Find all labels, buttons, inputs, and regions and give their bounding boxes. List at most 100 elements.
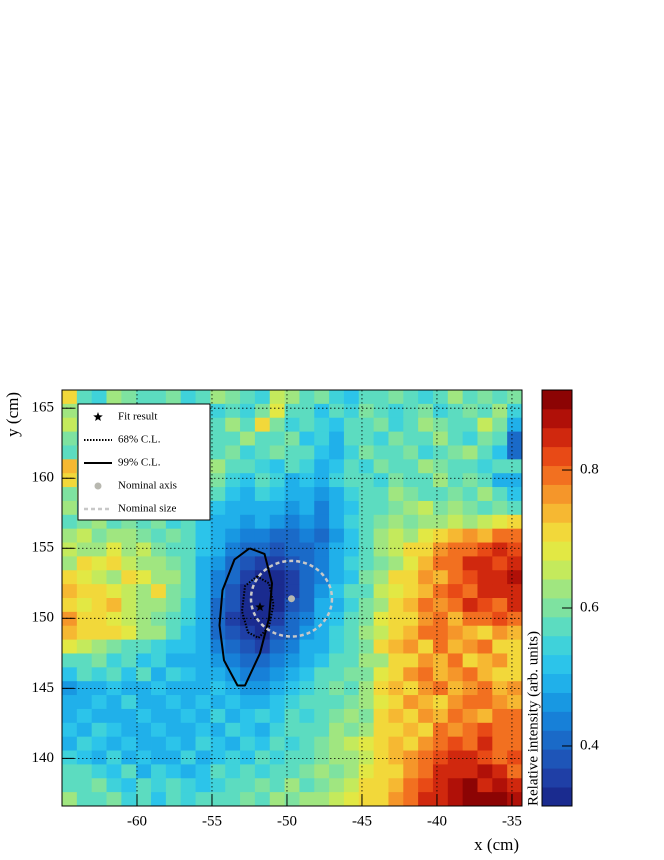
heatmap-cell	[418, 750, 434, 765]
heatmap-cell	[492, 681, 508, 696]
heatmap-cell	[76, 556, 93, 571]
heatmap-cell	[358, 487, 375, 502]
heatmap-cell	[254, 611, 271, 627]
heatmap-cell	[62, 750, 78, 765]
heatmap-cell	[240, 473, 256, 488]
heatmap-cell	[62, 598, 78, 613]
heatmap-cell	[225, 764, 241, 779]
heatmap-cell	[507, 487, 523, 502]
colorbar-swatch	[542, 673, 572, 693]
heatmap-cell	[195, 611, 211, 627]
heatmap-cell	[284, 445, 300, 460]
y-tick-label: 165	[32, 400, 55, 416]
heatmap-cell	[62, 473, 78, 488]
heatmap-cell	[314, 528, 330, 543]
heatmap-cell	[240, 514, 256, 530]
heatmap-cell	[418, 625, 434, 640]
heatmap-cell	[492, 695, 508, 710]
x-tick-label: -60	[127, 813, 147, 829]
legend-label: 99% C.L.	[118, 457, 161, 469]
heatmap-cell	[269, 639, 285, 654]
heatmap-cell	[403, 611, 419, 627]
heatmap-cell	[507, 445, 523, 460]
heatmap-cell	[314, 417, 330, 432]
heatmap-cell	[269, 459, 285, 474]
heatmap-cell	[240, 403, 256, 419]
heatmap-cell	[418, 639, 434, 654]
heatmap-cell	[91, 778, 107, 793]
heatmap-cell	[210, 764, 226, 779]
heatmap-cell	[388, 403, 404, 419]
colorbar-swatch	[542, 654, 572, 675]
heatmap-cell	[492, 570, 508, 585]
heatmap-cell	[314, 764, 330, 779]
heatmap-cell	[314, 403, 330, 419]
heatmap-cell	[136, 625, 152, 640]
heatmap-cell	[121, 708, 137, 724]
heatmap-cell	[106, 639, 122, 654]
heatmap-cell	[136, 556, 152, 571]
heatmap-cell	[136, 639, 152, 654]
heatmap-cell	[121, 722, 137, 738]
heatmap-cell	[299, 528, 315, 543]
legend-label: 68% C.L.	[118, 434, 161, 446]
heatmap-cell	[477, 500, 493, 516]
heatmap-cell	[418, 736, 434, 751]
heatmap-cell	[299, 570, 315, 585]
heatmap-cell	[403, 625, 419, 640]
heatmap-cell	[462, 736, 478, 751]
heatmap-cell	[329, 653, 345, 668]
y-tick-label: 150	[32, 610, 55, 626]
heatmap-cell	[477, 528, 493, 543]
heatmap-cell	[136, 584, 152, 599]
heatmap-cell	[447, 667, 464, 682]
heatmap-cell	[477, 625, 493, 640]
heatmap-cell	[121, 528, 137, 543]
heatmap-cell	[254, 528, 271, 543]
heatmap-cell	[418, 708, 434, 724]
heatmap-cell	[62, 625, 78, 640]
heatmap-cell	[62, 417, 78, 432]
heatmap-cell	[195, 625, 211, 640]
heatmap-cell	[210, 390, 226, 405]
heatmap-cell	[447, 556, 464, 571]
heatmap-cell	[403, 584, 419, 599]
heatmap-cell	[62, 778, 78, 793]
heatmap-cell	[492, 417, 508, 432]
heatmap-cell	[91, 722, 107, 738]
heatmap-cell	[373, 722, 389, 738]
y-axis-label: y (cm)	[3, 392, 22, 437]
heatmap-cell	[358, 708, 375, 724]
heatmap-cell	[358, 528, 375, 543]
heatmap-cell	[225, 750, 241, 765]
heatmap-cell	[180, 611, 196, 627]
heatmap-cell	[388, 514, 404, 530]
heatmap-cell	[136, 681, 152, 696]
heatmap-cell	[373, 750, 389, 765]
heatmap-cell	[195, 639, 211, 654]
heatmap-cell	[507, 722, 523, 738]
heatmap-cell	[388, 473, 404, 488]
x-tick-label: -40	[427, 813, 447, 829]
heatmap-cell	[507, 584, 523, 599]
heatmap-cell	[225, 667, 241, 682]
heatmap-cell	[314, 611, 330, 627]
heatmap-cell	[432, 570, 449, 585]
heatmap-cell	[151, 598, 167, 613]
heatmap-cell	[62, 611, 78, 627]
heatmap-cell	[121, 390, 137, 405]
heatmap-cell	[254, 584, 271, 599]
heatmap-cell	[195, 736, 211, 751]
heatmap-cell	[388, 639, 404, 654]
heatmap-cell	[151, 625, 167, 640]
heatmap-cell	[373, 736, 389, 751]
heatmap-cell	[447, 639, 464, 654]
heatmap-cell	[210, 667, 226, 682]
heatmap-cell	[373, 695, 389, 710]
heatmap-cell	[418, 431, 434, 446]
heatmap-cell	[136, 792, 152, 807]
heatmap-cell	[240, 750, 256, 765]
heatmap-cell	[165, 708, 182, 724]
heatmap-cell	[269, 695, 285, 710]
heatmap-cell	[91, 639, 107, 654]
